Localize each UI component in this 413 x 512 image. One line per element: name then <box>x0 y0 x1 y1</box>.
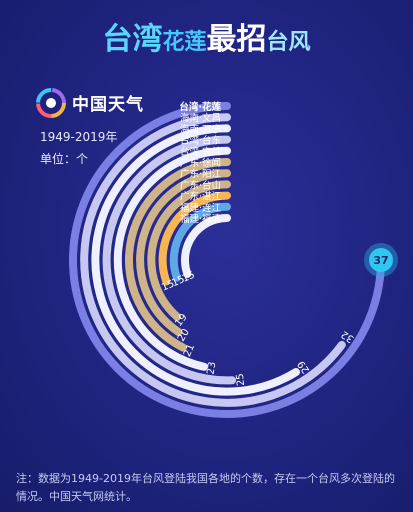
ring-bar-7 <box>147 180 231 321</box>
category-label-9: 福建·连江 <box>180 202 222 214</box>
value-label-9: 15 <box>170 274 186 289</box>
value-label-3: 25 <box>235 373 247 387</box>
unit-label: 单位：个 <box>40 152 89 166</box>
title-part-hualien: 花莲 <box>162 30 207 55</box>
category-label-0: 台湾·花莲 <box>179 101 221 113</box>
title-part-taiwan: 台湾 <box>102 22 163 57</box>
footnote: 注：数据为1949-2019年台风登陆我国各地的个数，存在一个台风多次登陆的情况… <box>16 472 395 503</box>
value-label-6: 20 <box>176 327 192 344</box>
category-label-1: 海南·文昌 <box>180 112 221 124</box>
brand-name: 中国天气 <box>72 95 144 115</box>
page-title: 台湾花莲最招台风 <box>0 14 413 58</box>
ring-bar-10 <box>181 214 231 278</box>
title-part-typhoon: 台风 <box>266 30 311 55</box>
ring-bar-2 <box>91 124 300 396</box>
value-label-4: 23 <box>206 361 219 375</box>
value-label-5: 21 <box>182 343 197 359</box>
year-range: 1949-2019年 <box>40 130 118 144</box>
value-badge <box>369 248 393 272</box>
ring-bar-1 <box>80 113 346 407</box>
value-label-10: 15 <box>181 270 197 285</box>
value-label-8: 15 <box>160 279 176 294</box>
title-part-most: 最招 <box>206 22 267 57</box>
ring-bar-9 <box>169 202 231 282</box>
category-label-8: 广东·湛江 <box>180 191 222 203</box>
value-label-0: 37 <box>373 254 388 267</box>
ring-bar-4 <box>113 146 231 371</box>
category-label-4: 台湾·宜兰 <box>180 146 221 158</box>
ring-bar-6 <box>136 169 231 336</box>
ring-bar-5 <box>125 158 231 352</box>
category-label-6: 广东·阳江 <box>180 168 222 180</box>
category-label-7: 广东·台山 <box>180 179 221 191</box>
category-label-10: 福建·福清 <box>180 213 222 225</box>
ring-bar-8 <box>158 191 231 286</box>
ring-bar-0 <box>69 102 385 418</box>
ring-bar-3 <box>102 135 237 385</box>
category-label-3: 台湾·台东 <box>180 135 221 147</box>
china-weather-logo-icon <box>36 88 66 118</box>
category-label-2: 海南·万宁 <box>180 123 221 135</box>
category-label-5: 广东·徐闻 <box>180 157 221 169</box>
